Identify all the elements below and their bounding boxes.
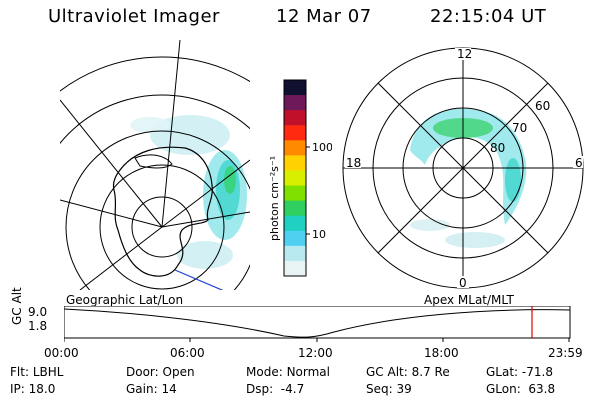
timeline-left-caption: Geographic Lat/Lon [66,293,184,307]
gain-label: Gain: [126,382,158,396]
flt-value: LBHL [32,365,64,379]
time-tick-0600: 06:00 [170,346,205,360]
instrument-title: Ultraviolet Imager [48,6,220,27]
mode-label: Mode: [246,365,283,379]
colorbar-unit: photon cm⁻²s⁻¹ [268,156,281,241]
glat-label: GLat: [486,365,519,379]
colorbar-stripe [284,80,306,96]
gain-value: 14 [161,382,177,396]
ip-label: IP: [10,382,25,396]
geographic-map [60,40,250,290]
colorbar-stripe [284,140,306,156]
timeline-ytick-top: 9.0 [28,305,48,319]
gain-field: Gain: 14 [126,382,177,396]
gcalt-value: 8.7 Re [411,365,450,379]
date-label: 12 Mar 07 [276,6,372,27]
colorbar-stripe [284,170,306,187]
polar-label-6: 6 [575,156,583,170]
polar-label-18: 18 [346,156,361,170]
timeline-right-caption: Apex MLat/MLT [424,293,514,307]
glat-field: GLat: -71.8 [486,365,553,379]
glon-label: GLon: [486,382,521,396]
ip-value: 18.0 [28,382,56,396]
time-tick-1200: 12:00 [298,346,333,360]
colorbar-stripe [284,110,306,126]
mode-value: Normal [286,365,330,379]
time-tick-2359: 23:59 [548,346,583,360]
seq-value: 39 [396,382,412,396]
polar-label-lat60: 60 [535,99,550,113]
seq-field: Seq: 39 [366,382,412,396]
ip-field: IP: 18.0 [10,382,55,396]
colorbar: 100 10 photon cm⁻²s⁻¹ [268,79,332,277]
glon-value: 63.8 [528,382,556,396]
polar-label-lat80: 80 [490,141,505,155]
colorbar-stripe [284,230,306,247]
gcalt-field: GC Alt: 8.7 Re [366,365,450,379]
flt-label: Flt: [10,365,29,379]
flt-field: Flt: LBHL [10,365,63,379]
dsp-value: -4.7 [280,382,305,396]
dsp-field: Dsp: -4.7 [246,382,304,396]
seq-label: Seq: [366,382,393,396]
colorbar-tick-10: 10 [312,228,326,241]
colorbar-stripe [284,245,306,262]
colorbar-stripe [284,125,306,141]
altitude-timeline [64,306,571,342]
polar-map: 12 0 18 6 60 70 80 [342,47,584,290]
colorbar-gradient [284,80,306,277]
colorbar-stripe [284,185,306,202]
time-tick-0000: 00:00 [44,346,79,360]
time-label: 22:15:04 UT [430,6,547,27]
door-value: Open [162,365,195,379]
colorbar-stripe [284,95,306,111]
polar-label-0: 0 [459,276,467,290]
colorbar-stripe [284,260,306,277]
glon-field: GLon: 63.8 [486,382,555,396]
colorbar-stripe [284,155,306,171]
colorbar-tick-100: 100 [312,141,332,154]
polar-label-lat70: 70 [512,121,527,135]
colorbar-stripe [284,200,306,217]
glat-value: -71.8 [521,365,553,379]
colorbar-stripe [284,215,306,232]
door-label: Door: [126,365,159,379]
dsp-label: Dsp: [246,382,274,396]
door-field: Door: Open [126,365,195,379]
time-tick-1800: 18:00 [424,346,459,360]
mode-field: Mode: Normal [246,365,330,379]
gcalt-label: GC Alt: [366,365,408,379]
timeline-ylabel: GC Alt [10,287,24,325]
timeline-ytick-bottom: 1.8 [28,319,48,333]
polar-label-12: 12 [457,47,472,61]
